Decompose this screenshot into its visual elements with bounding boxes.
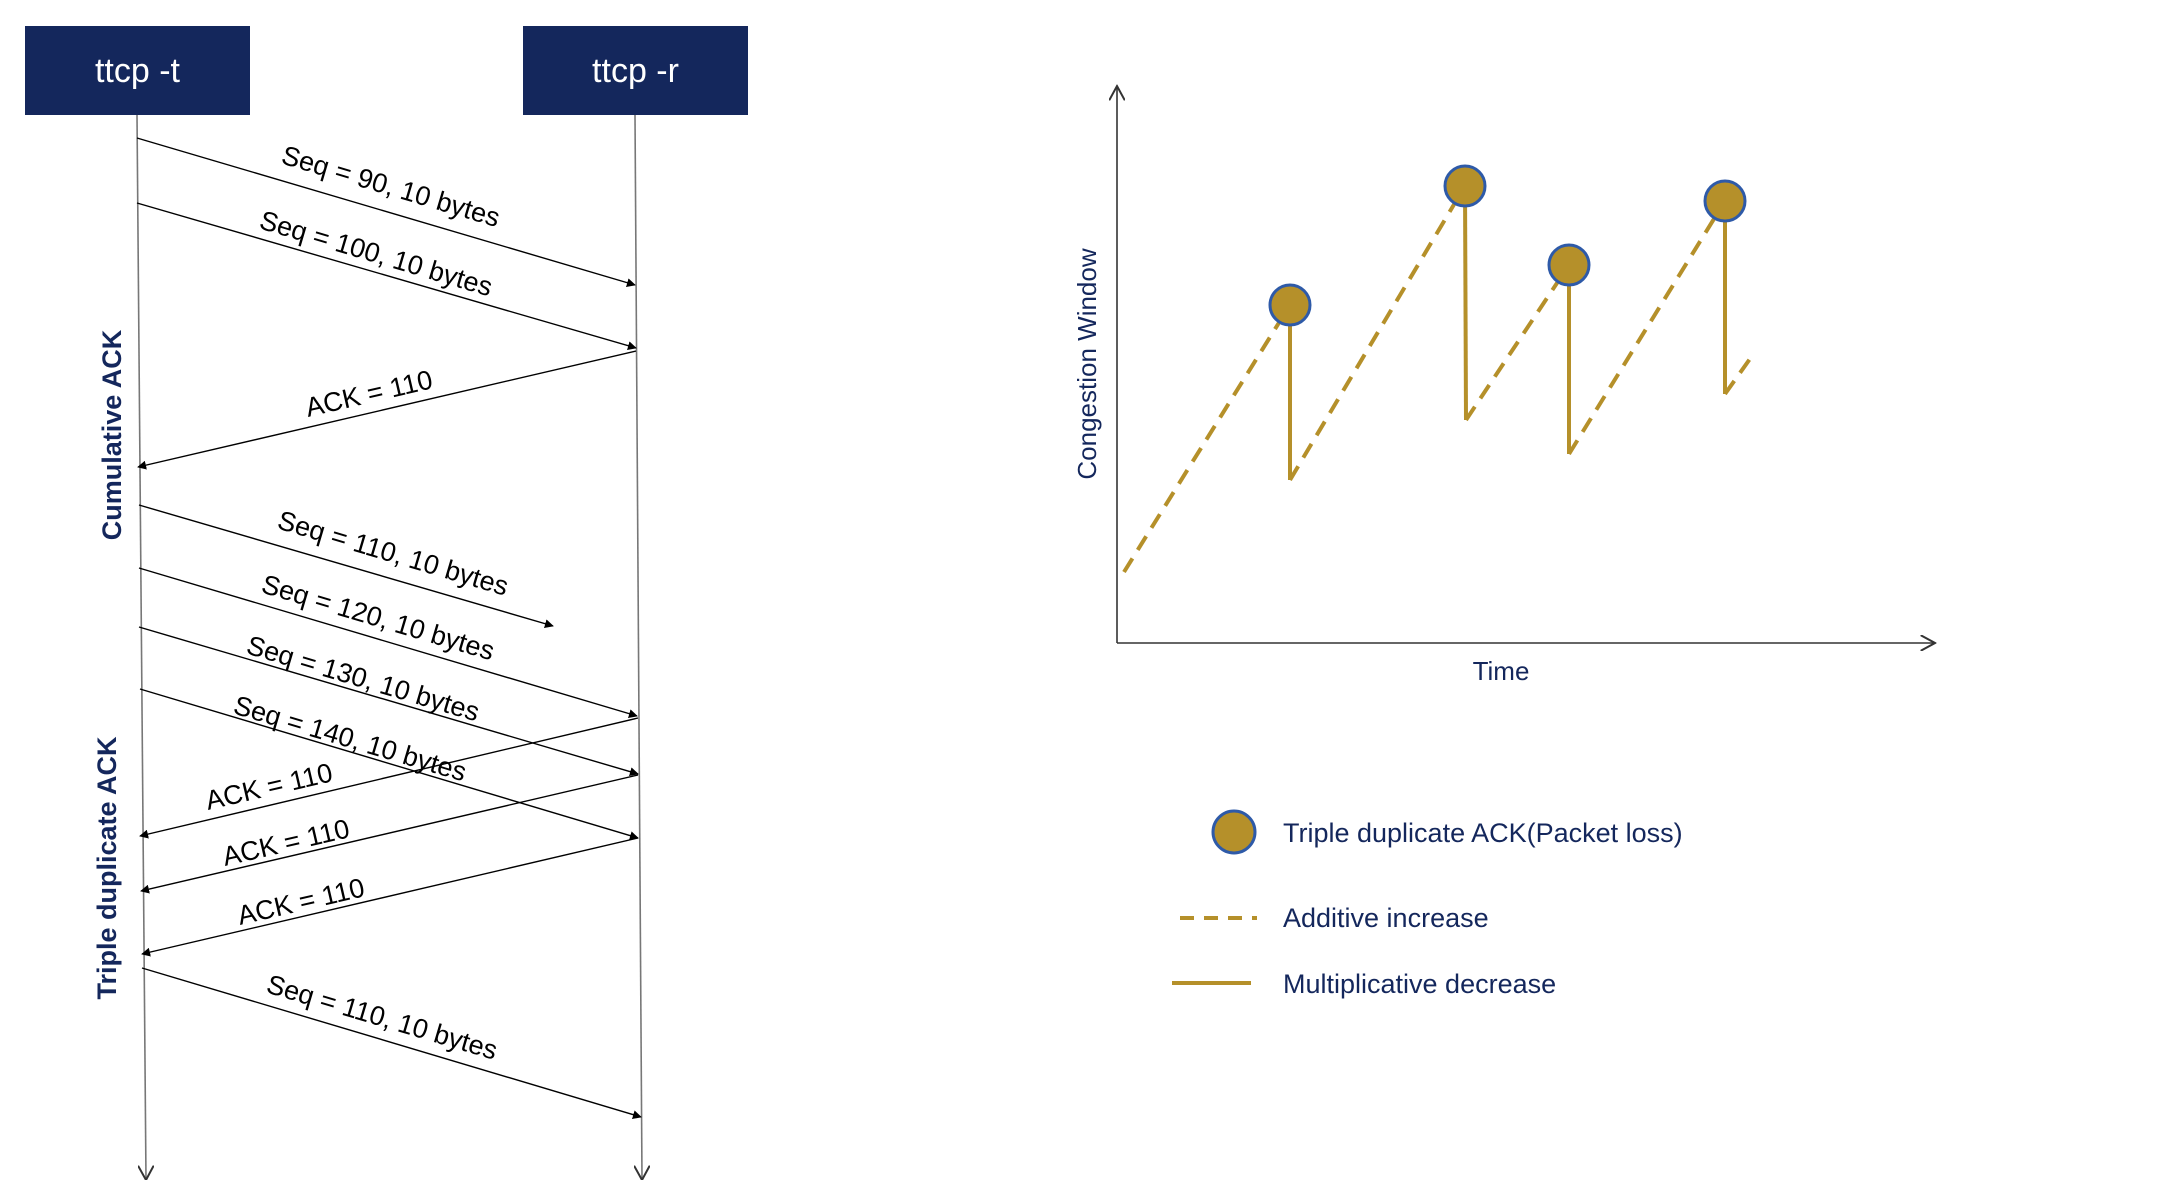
congestion-chart: Congestion Window Time [1072, 86, 1935, 686]
x-axis-label: Time [1473, 656, 1530, 686]
message-label-ack-110-dup-2: ACK = 110 [220, 814, 353, 872]
packet-loss-markers [1268, 164, 1747, 327]
legend-item-additive-increase: Additive increase [1180, 903, 1489, 933]
message-arrow-ack-110-dup-3 [141, 837, 639, 957]
y-axis-label: Congestion Window [1072, 248, 1102, 479]
receiver-host-label: ttcp -r [592, 52, 679, 90]
legend: Triple duplicate ACK(Packet loss) Additi… [1172, 809, 1683, 999]
legend-item-packet-loss: Triple duplicate ACK(Packet loss) [1211, 809, 1683, 855]
additive-increase-segment [1464, 263, 1571, 422]
message-arrow-ack-110-cumulative [137, 350, 637, 470]
additive-increase-segments [1122, 184, 1754, 574]
triple-duplicate-ack-label: Triple duplicate ACK [92, 736, 122, 1000]
message-label-ack-110-dup-1: ACK = 110 [203, 758, 336, 816]
message-arrow-seq-110-retransmit [141, 967, 642, 1119]
message-arrow-seq-140 [139, 688, 639, 840]
additive-increase-segment [1567, 199, 1727, 456]
receiver-host: ttcp -r [523, 26, 748, 115]
multiplicative-decrease-segment [1463, 185, 1468, 421]
receiver-lifeline [635, 114, 642, 1180]
cumulative-ack-label: Cumulative ACK [97, 329, 127, 540]
receiver-host-box [523, 26, 748, 115]
message-arrow-seq-120 [138, 567, 638, 719]
message-arrow-ack-110-dup-2 [140, 774, 639, 894]
packet-loss-marker [1443, 164, 1487, 208]
additive-increase-segment [1723, 354, 1754, 396]
legend-label-multiplicative-decrease: Multiplicative decrease [1283, 969, 1556, 999]
sender-lifeline [136, 114, 146, 1180]
additive-increase-segment [1288, 184, 1467, 482]
message-arrow-seq-100 [136, 202, 637, 351]
message-arrow-seq-110-lost [138, 504, 554, 629]
packet-loss-marker [1547, 243, 1591, 287]
sender-host-label: ttcp -t [95, 52, 181, 90]
message-arrow-seq-130 [138, 626, 639, 777]
packet-loss-marker [1268, 283, 1312, 327]
multiplicative-decrease-segments [1288, 185, 1727, 480]
additive-increase-segment [1122, 303, 1292, 574]
sender-host-box [25, 26, 250, 115]
sender-host: ttcp -t [25, 26, 250, 115]
messages: Seq = 90, 10 bytes Seq = 100, 10 bytes A… [136, 137, 642, 1119]
message-label-seq-110-retransmit: Seq = 110, 10 bytes [263, 969, 501, 1066]
message-label-ack-110-dup-3: ACK = 110 [235, 873, 368, 931]
message-label-ack-110-cumulative: ACK = 110 [303, 365, 436, 423]
legend-item-multiplicative-decrease: Multiplicative decrease [1172, 969, 1556, 999]
message-arrow-seq-90 [136, 137, 636, 288]
packet-loss-marker [1703, 179, 1747, 223]
legend-circle-icon [1211, 809, 1257, 855]
legend-label-packet-loss: Triple duplicate ACK(Packet loss) [1283, 818, 1683, 848]
legend-label-additive-increase: Additive increase [1283, 903, 1489, 933]
message-arrow-ack-110-dup-1 [139, 717, 639, 839]
